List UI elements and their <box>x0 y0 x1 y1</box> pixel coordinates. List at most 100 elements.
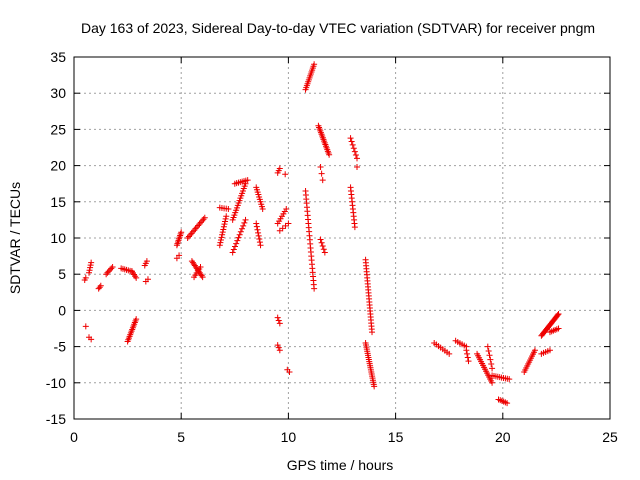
y-tick-label: 0 <box>58 302 66 318</box>
data-point <box>286 368 293 375</box>
x-tick-label: 0 <box>70 429 78 445</box>
data-point <box>219 231 226 238</box>
data-point <box>259 206 266 213</box>
y-tick-label: 35 <box>50 49 66 65</box>
y-tick-label: -5 <box>54 339 67 355</box>
data-point <box>217 239 224 246</box>
data-point <box>487 356 494 363</box>
y-tick-label: 25 <box>50 121 66 137</box>
data-point <box>144 276 151 283</box>
data-point <box>97 282 104 289</box>
data-point <box>274 342 281 349</box>
data-point <box>225 206 232 213</box>
data-point <box>222 218 229 225</box>
data-point <box>320 246 327 253</box>
data-point <box>349 141 356 148</box>
data-point <box>319 242 326 249</box>
data-point <box>350 145 357 152</box>
data-point <box>223 213 230 220</box>
data-point <box>87 264 94 271</box>
data-point <box>105 268 112 275</box>
y-tick-label: 15 <box>50 194 66 210</box>
data-point <box>82 274 89 281</box>
data-point <box>276 320 283 327</box>
data-point <box>221 221 228 228</box>
y-tick-label: 5 <box>58 266 66 282</box>
chart-title: Day 163 of 2023, Sidereal Day-to-day VTE… <box>81 20 595 36</box>
data-point <box>371 383 378 390</box>
data-point <box>88 259 95 266</box>
data-point <box>242 216 249 223</box>
data-point <box>82 323 89 330</box>
data-point <box>255 229 262 236</box>
data-point <box>465 358 472 365</box>
data-point <box>86 267 93 274</box>
data-point <box>254 226 261 233</box>
data-point <box>506 376 513 383</box>
data-point <box>255 232 262 239</box>
data-point <box>446 350 453 357</box>
grid-layer <box>74 57 610 419</box>
data-point <box>354 164 361 171</box>
data-point <box>276 347 283 354</box>
data-point <box>240 222 247 229</box>
data-point <box>222 215 229 222</box>
data-point <box>107 266 114 273</box>
data-point <box>235 234 242 241</box>
data-point <box>347 135 354 142</box>
data-point <box>219 229 226 236</box>
x-tick-label: 25 <box>602 429 618 445</box>
y-tick-label: -15 <box>46 411 66 427</box>
data-point <box>220 223 227 230</box>
data-point <box>486 352 493 359</box>
data-point <box>216 242 223 249</box>
data-point <box>176 252 183 259</box>
data-point <box>231 243 238 250</box>
data-point <box>317 164 324 171</box>
data-point <box>257 242 264 249</box>
data-point <box>275 344 282 351</box>
x-axis-label: GPS time / hours <box>287 457 394 473</box>
plot-frame <box>73 56 611 420</box>
data-point <box>351 224 358 231</box>
data-point <box>86 269 93 276</box>
data-point <box>256 236 263 243</box>
data-point <box>242 180 249 187</box>
data-point <box>463 347 470 354</box>
data-point <box>464 350 471 357</box>
data-point <box>321 249 328 256</box>
data-point <box>108 265 115 272</box>
data-point <box>546 347 553 354</box>
data-point <box>197 263 204 270</box>
data-point <box>198 272 205 279</box>
data-point <box>239 225 246 232</box>
data-point <box>311 285 318 292</box>
data-point <box>484 343 491 350</box>
data-point <box>311 61 318 68</box>
data-point <box>218 234 225 241</box>
x-tick-label: 5 <box>177 429 185 445</box>
data-point <box>241 219 248 226</box>
data-point <box>109 263 116 270</box>
data-point <box>233 240 240 247</box>
data-point <box>275 317 282 324</box>
data-point <box>237 228 244 235</box>
y-axis-label: SDTVAR / TECUs <box>7 182 23 294</box>
data-point <box>319 177 326 184</box>
data-point <box>234 237 241 244</box>
data-point <box>348 138 355 145</box>
data-point <box>230 246 237 253</box>
data-point <box>369 329 376 336</box>
data-point <box>133 316 140 323</box>
data-point <box>354 155 361 162</box>
data-point <box>276 165 283 172</box>
data-point <box>229 249 236 256</box>
x-tick-label: 15 <box>388 429 404 445</box>
data-point <box>489 365 496 372</box>
y-tick-label: 10 <box>50 230 66 246</box>
data-point <box>285 220 292 227</box>
data-points <box>81 61 562 407</box>
data-point <box>351 148 358 155</box>
data-point <box>555 325 562 332</box>
